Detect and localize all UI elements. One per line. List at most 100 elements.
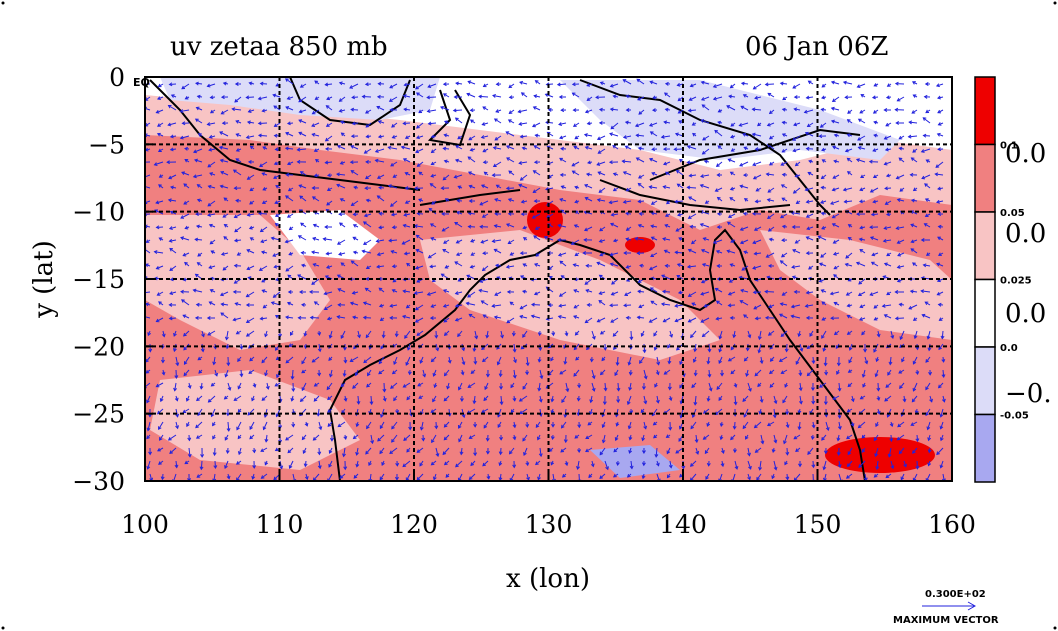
wind-vector [188, 447, 191, 457]
y-tick-label: −30 [72, 467, 125, 496]
wind-vector-head [896, 265, 901, 269]
wind-vector-head [493, 118, 498, 122]
wind-vector [691, 382, 697, 388]
wind-vector-head [547, 107, 552, 112]
wind-vector-head [342, 346, 347, 351]
wind-vector-head [650, 236, 655, 241]
wind-vector [380, 408, 385, 418]
wind-vector [649, 317, 658, 323]
wind-vector-head [764, 315, 769, 320]
wind-vector [573, 343, 580, 350]
wind-vector-head [443, 133, 448, 138]
wind-vector-head [261, 359, 266, 364]
wind-vector-head [427, 121, 432, 126]
wind-vector [903, 460, 907, 467]
wind-vector-head [804, 303, 809, 308]
wind-vector-head [847, 451, 852, 456]
wind-vector-head [196, 262, 201, 266]
wind-vector-head [712, 240, 717, 244]
wind-vector-head [779, 260, 784, 264]
wind-vector [298, 132, 307, 137]
wind-vector-head [224, 373, 229, 378]
wind-vector-head [897, 252, 902, 257]
wind-vector [596, 262, 606, 267]
wind-vector-head [729, 315, 734, 320]
wind-vector [260, 317, 268, 320]
wind-vector-head [272, 93, 277, 98]
wind-vector [518, 109, 528, 113]
wind-vector [821, 330, 827, 339]
wind-vector-head [559, 260, 564, 265]
wind-vector-head [662, 185, 667, 189]
wind-vector-head [754, 199, 759, 204]
wind-vector-head [821, 335, 825, 339]
wind-vector-head [351, 121, 356, 126]
wind-vector-head [869, 225, 873, 230]
wind-vector-head [155, 225, 160, 230]
wind-vector-head [275, 277, 279, 282]
wind-vector-head [558, 122, 563, 126]
wind-vector-head [324, 82, 329, 87]
wind-vector-head [338, 252, 343, 256]
wind-vector [598, 300, 606, 306]
wind-vector-head [858, 199, 863, 204]
y-tick-label: −5 [88, 130, 125, 159]
wind-vector-head [249, 435, 254, 440]
wind-vector [298, 235, 307, 241]
wind-vector-head [196, 474, 201, 478]
wind-vector-head [912, 262, 916, 266]
wind-vector [461, 356, 465, 365]
wind-vector [754, 369, 762, 377]
wind-vector-head [148, 451, 153, 456]
wind-vector-head [352, 385, 356, 389]
wind-vector-head [513, 359, 517, 364]
wind-vector-head [220, 110, 225, 115]
wind-vector-head [691, 302, 696, 307]
wind-vector-head [912, 317, 917, 321]
wind-vector [889, 356, 892, 365]
wind-vector-head [364, 287, 369, 292]
wind-vector-head [483, 424, 488, 429]
wind-vector-head [197, 412, 201, 417]
wind-vector [180, 135, 190, 139]
wind-vector-head [747, 476, 751, 481]
wind-vector-head [896, 436, 901, 441]
wind-vector-head [235, 198, 240, 203]
wind-vector-head [613, 346, 617, 351]
wind-vector-head [666, 200, 670, 205]
wind-vector-head [337, 288, 342, 292]
wind-vector-head [870, 212, 875, 217]
wind-vector [259, 265, 268, 271]
wind-vector-head [686, 264, 691, 269]
wind-vector-head [937, 212, 942, 217]
wind-vector-head [881, 303, 886, 308]
wind-vector-head [650, 211, 655, 216]
wind-vector [806, 200, 814, 203]
coastline-sumatra-java [149, 79, 421, 191]
wind-vector [629, 382, 632, 391]
wind-vector-head [532, 170, 537, 174]
wind-vector-head [284, 78, 289, 82]
wind-vector-head [350, 260, 355, 265]
wind-vector-head [338, 222, 343, 227]
wind-vector-head [539, 375, 544, 380]
wind-vector-head [169, 450, 174, 455]
wind-vector [598, 187, 606, 193]
wind-vector-head [785, 411, 790, 416]
wind-vector-head [653, 346, 658, 351]
wind-vector [539, 395, 542, 402]
wind-vector-head [233, 238, 238, 243]
wind-vector-head [872, 148, 877, 152]
wind-vector [922, 117, 931, 124]
wind-vector-head [454, 221, 458, 226]
wind-vector-head [272, 294, 277, 298]
wind-vector [505, 131, 515, 137]
wind-vector [655, 447, 658, 457]
wind-vector [443, 434, 450, 441]
wind-vector-head [364, 82, 369, 87]
wind-vector [664, 92, 671, 98]
wind-vector-head [733, 383, 738, 388]
wind-vector [572, 170, 580, 176]
wind-vector-head [915, 465, 920, 470]
